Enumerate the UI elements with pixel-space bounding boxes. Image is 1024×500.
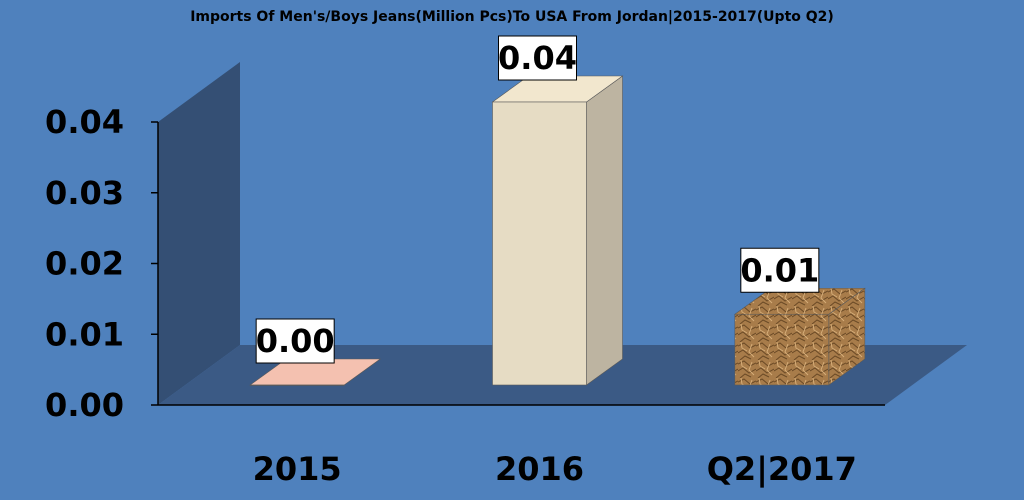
- bar-q2-2017: [733, 287, 866, 386]
- bar-front: [492, 101, 587, 386]
- data-label-text: 0.04: [498, 39, 577, 77]
- data-label-text: 0.00: [256, 322, 335, 360]
- y-tick-label: 0.01: [45, 315, 124, 353]
- y-tick-label: 0.02: [45, 245, 124, 283]
- bar-2016: [491, 75, 624, 386]
- y-tick-label: 0.03: [45, 174, 124, 212]
- bar-2015: [249, 358, 382, 386]
- x-category-label: 2015: [253, 450, 342, 488]
- x-category-label: 2016: [495, 450, 584, 488]
- bar-front: [734, 313, 830, 386]
- x-category-label: Q2|2017: [707, 450, 857, 489]
- data-label: 0.01: [740, 247, 820, 293]
- y-tick-label: 0.04: [45, 103, 124, 141]
- data-label: 0.04: [498, 35, 577, 81]
- bar-side: [586, 75, 623, 386]
- y-tick-label: 0.00: [45, 386, 124, 424]
- data-label-box: [740, 247, 820, 293]
- data-label-box: [498, 35, 577, 81]
- chart-title: Imports Of Men's/Boys Jeans(Million Pcs)…: [190, 9, 834, 25]
- bar-front: [249, 384, 345, 386]
- chart-back-wall: [158, 62, 240, 405]
- data-label: 0.00: [255, 318, 335, 364]
- data-label-text: 0.01: [740, 251, 819, 289]
- data-label-box: [255, 318, 335, 364]
